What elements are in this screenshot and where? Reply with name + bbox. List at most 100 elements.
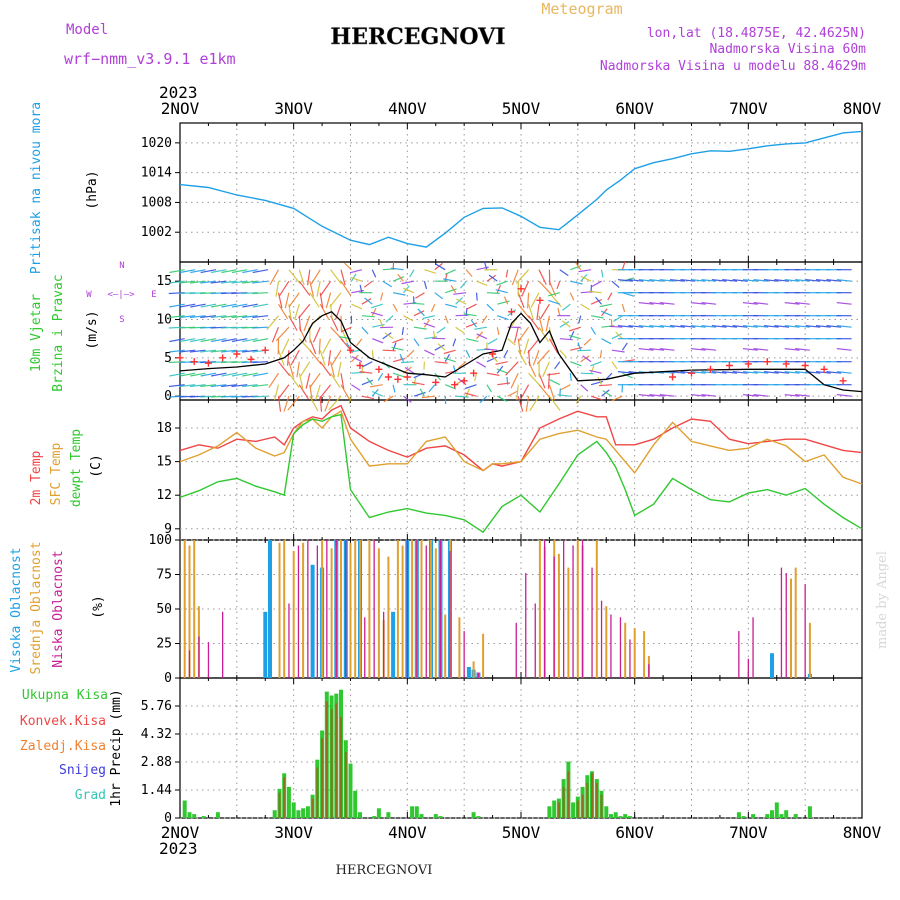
wind-vector bbox=[328, 395, 342, 411]
wind-vector bbox=[628, 325, 644, 328]
wind-vector bbox=[774, 279, 790, 282]
ytick-label-wind: 5 bbox=[164, 351, 172, 366]
wind-vector bbox=[351, 356, 363, 363]
wind-vector bbox=[252, 338, 269, 343]
cloud-bar-mid bbox=[808, 622, 811, 678]
precip-bar-total bbox=[414, 806, 419, 818]
precip-bar-total bbox=[604, 806, 609, 818]
wind-vector bbox=[517, 396, 524, 412]
gust-marker bbox=[706, 365, 714, 373]
wind-vector bbox=[189, 349, 206, 353]
cloud-bar-mid bbox=[538, 540, 541, 678]
wind-vector bbox=[701, 279, 717, 282]
wind-vector bbox=[430, 303, 436, 312]
precip-bar-total bbox=[201, 816, 206, 818]
cloud-bar-low bbox=[335, 540, 337, 678]
precip-bar-total bbox=[215, 812, 220, 818]
wind-vector bbox=[742, 325, 758, 328]
wind-vector bbox=[569, 330, 575, 339]
wind-vector bbox=[615, 331, 623, 340]
cloud-bar-low bbox=[738, 631, 740, 678]
temp-ylabel-3: dewpt Temp bbox=[69, 429, 84, 507]
wind-vector bbox=[290, 349, 300, 366]
cloud-bar-mid bbox=[278, 542, 281, 678]
day-label-top: 3NOV bbox=[274, 99, 313, 118]
precip-bar-total bbox=[358, 812, 362, 818]
ytick-label-precip: 4.32 bbox=[141, 727, 172, 742]
wind-vector bbox=[670, 325, 685, 328]
wind-vector bbox=[722, 371, 738, 374]
wind-vector bbox=[366, 377, 373, 386]
wind-vector bbox=[268, 372, 280, 389]
wind-vector bbox=[497, 300, 510, 305]
wind-vector bbox=[753, 394, 769, 397]
wind-vector bbox=[465, 269, 473, 277]
wind-vector bbox=[532, 349, 540, 366]
wind-vector bbox=[252, 372, 269, 377]
wind-vector bbox=[274, 384, 280, 401]
wind-vector bbox=[348, 396, 352, 404]
wind-vector bbox=[753, 302, 769, 305]
wind-vector bbox=[701, 325, 717, 328]
wind-panel-labels: 10m Vjetar Brzina i Pravac (m/s) N W <—|… bbox=[29, 261, 157, 392]
wind-vector bbox=[397, 273, 404, 282]
wind-vector bbox=[361, 395, 375, 400]
wind-vector bbox=[421, 395, 435, 399]
wind-vector bbox=[329, 292, 342, 308]
wind-vector bbox=[527, 292, 530, 309]
pressure-ylabel: Pritisak na nivou mora bbox=[29, 102, 44, 274]
day-label-bottom: 4NOV bbox=[388, 823, 427, 842]
wind-vector bbox=[422, 315, 435, 320]
ytick-label-pressure: 1020 bbox=[141, 136, 172, 151]
wind-vector bbox=[322, 338, 332, 354]
wind-vector bbox=[784, 325, 800, 328]
wind-vector bbox=[200, 280, 217, 284]
wind-vector bbox=[815, 279, 831, 282]
wind-vector bbox=[621, 261, 626, 270]
wind-vector bbox=[611, 349, 625, 353]
wind-vector bbox=[496, 280, 508, 286]
wind-vector bbox=[481, 315, 488, 324]
wind-vector bbox=[570, 265, 582, 271]
wind-vector bbox=[392, 342, 397, 351]
cloud-bar-low bbox=[785, 573, 787, 678]
dewpoint-line bbox=[179, 413, 863, 534]
wind-vector bbox=[456, 298, 467, 305]
wind-vector bbox=[361, 298, 372, 305]
wind-vector bbox=[464, 392, 477, 397]
wind-vector bbox=[371, 269, 377, 278]
cloud-bar-low bbox=[463, 631, 465, 678]
wind-vector bbox=[753, 371, 769, 374]
wind-vector bbox=[611, 280, 620, 289]
wind-vector bbox=[763, 279, 779, 282]
precip-bar-total bbox=[192, 814, 197, 818]
wind-vector bbox=[210, 280, 227, 284]
wind-vector bbox=[231, 338, 248, 343]
cloud-bar-low bbox=[600, 600, 603, 678]
wind-vector bbox=[470, 319, 477, 328]
precip-bar-total bbox=[305, 806, 310, 818]
cloud-bar-mid bbox=[643, 631, 646, 678]
wind-vector bbox=[805, 279, 821, 282]
wind-vector bbox=[190, 372, 206, 377]
wind-vector bbox=[298, 315, 302, 332]
gust-marker bbox=[508, 308, 516, 316]
wind-vector bbox=[350, 276, 363, 282]
wind-vector bbox=[275, 326, 290, 342]
gust-marker bbox=[219, 354, 227, 362]
wind-vector bbox=[595, 296, 602, 305]
wind-vector bbox=[649, 325, 665, 328]
precip-bar-convective bbox=[591, 773, 593, 818]
wind-vector bbox=[434, 262, 443, 271]
wind-vector bbox=[548, 338, 559, 354]
wind-vector bbox=[413, 376, 417, 385]
temp-ylabel-2: SFC Temp bbox=[49, 443, 64, 506]
wind-vector bbox=[327, 350, 332, 366]
wind-vector bbox=[200, 384, 217, 388]
wind-vector bbox=[515, 269, 530, 284]
wind-vector bbox=[611, 395, 623, 402]
cloud-bar-low bbox=[804, 584, 806, 678]
wind-vector bbox=[577, 342, 582, 351]
wind-vector bbox=[701, 371, 717, 374]
